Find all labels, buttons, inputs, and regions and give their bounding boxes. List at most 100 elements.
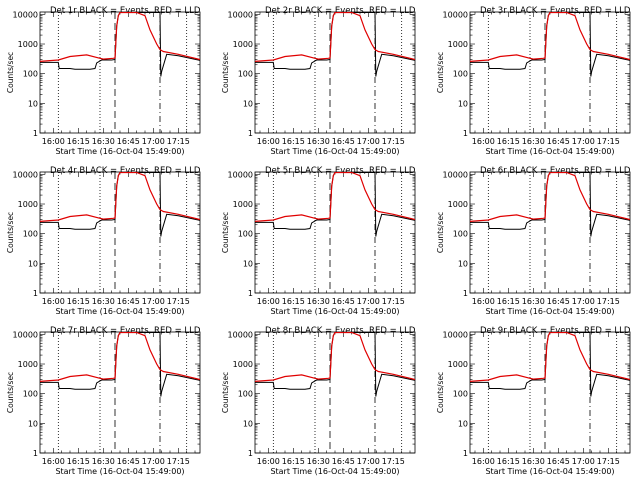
y-tick-label: 100	[453, 70, 468, 79]
y-tick-label: 10	[458, 99, 468, 108]
x-tick-label: 16:30	[307, 137, 330, 146]
x-tick-label: 17:00	[572, 457, 595, 466]
x-tick-label: 16:15	[282, 457, 305, 466]
x-tick-label: 16:00	[257, 457, 280, 466]
y-tick-label: 10	[458, 419, 468, 428]
x-tick-label: 16:45	[117, 457, 140, 466]
y-tick-label: 1000	[233, 40, 253, 49]
events-line	[255, 12, 415, 77]
y-tick-label: 1000	[448, 360, 468, 369]
series-group	[40, 172, 200, 237]
y-tick-label: 10	[28, 419, 38, 428]
events-line	[470, 172, 630, 237]
chart-panel: Det 7r BLACK = Events, RED = LLD 1 10 100 10…	[6, 326, 201, 476]
x-tick-label: 17:00	[142, 137, 165, 146]
panel-title: Det 8r BLACK = Events, RED = LLD	[265, 326, 416, 336]
lld-line	[470, 12, 630, 62]
y-tick-label: 100	[238, 70, 253, 79]
series-group	[470, 12, 630, 77]
y-tick-label: 10000	[443, 170, 468, 179]
series-group	[255, 12, 415, 77]
y-tick-label: 10	[243, 259, 253, 268]
y-tick-label: 10	[28, 99, 38, 108]
panel-title: Det 7r BLACK = Events, RED = LLD	[50, 326, 201, 336]
y-tick-label: 10	[458, 259, 468, 268]
panel-title: Det 5r BLACK = Events, RED = LLD	[265, 166, 416, 176]
x-tick-label: 16:00	[257, 297, 280, 306]
plot-frame	[39, 11, 201, 134]
y-tick-label: 1	[33, 289, 38, 298]
y-tick-label: 1000	[448, 40, 468, 49]
y-tick-label: 1000	[233, 360, 253, 369]
series-group	[255, 332, 415, 397]
panel-title: Det 9r BLACK = Events, RED = LLD	[480, 326, 631, 336]
x-tick-label: 16:00	[472, 297, 495, 306]
y-tick-label: 10000	[443, 10, 468, 19]
y-tick-label: 10000	[228, 10, 253, 19]
x-tick-label: 16:30	[92, 137, 115, 146]
x-tick-label: 16:00	[42, 457, 65, 466]
x-axis-label: Start Time (16-Oct-04 15:49:00)	[270, 307, 399, 316]
plot-frame	[469, 331, 631, 454]
y-tick-label: 10	[243, 99, 253, 108]
chart-panel: Det 4r BLACK = Events, RED = LLD 1 10 100 10…	[6, 166, 201, 316]
lld-line	[470, 332, 630, 382]
chart-panel: Det 1r BLACK = Events, RED = LLD 1 10 100 10…	[6, 6, 201, 156]
x-axis-label: Start Time (16-Oct-04 15:49:00)	[270, 147, 399, 156]
x-tick-label: 16:00	[472, 457, 495, 466]
y-axis-label: Counts/sec	[436, 372, 445, 413]
x-tick-label: 17:15	[382, 137, 405, 146]
panel-title: Det 3r BLACK = Events, RED = LLD	[480, 6, 631, 16]
y-tick-label: 10000	[228, 330, 253, 339]
x-tick-label: 17:00	[572, 137, 595, 146]
y-tick-label: 1	[248, 449, 253, 458]
panel-title: Det 4r BLACK = Events, RED = LLD	[50, 166, 201, 176]
events-line	[255, 332, 415, 397]
plot-frame	[469, 171, 631, 294]
x-tick-label: 16:45	[332, 297, 355, 306]
y-tick-label: 1000	[448, 200, 468, 209]
y-tick-label: 10	[28, 259, 38, 268]
x-tick-label: 16:30	[522, 297, 545, 306]
x-tick-label: 16:15	[67, 297, 90, 306]
x-tick-label: 17:15	[382, 297, 405, 306]
x-tick-label: 16:45	[547, 297, 570, 306]
panel-title: Det 1r BLACK = Events, RED = LLD	[50, 6, 201, 16]
y-axis-label: Counts/sec	[6, 372, 15, 413]
x-tick-label: 17:15	[167, 457, 190, 466]
events-line	[40, 172, 200, 237]
series-group	[470, 172, 630, 237]
x-tick-label: 17:15	[167, 137, 190, 146]
x-tick-label: 17:15	[597, 137, 620, 146]
x-tick-label: 16:30	[522, 137, 545, 146]
x-axis-label: Start Time (16-Oct-04 15:49:00)	[485, 467, 614, 476]
y-tick-label: 1000	[18, 200, 38, 209]
x-tick-label: 17:00	[357, 457, 380, 466]
x-tick-label: 16:30	[307, 297, 330, 306]
lld-line	[40, 12, 200, 62]
x-tick-label: 17:15	[597, 297, 620, 306]
x-tick-label: 16:45	[117, 137, 140, 146]
y-tick-label: 1	[463, 129, 468, 138]
events-line	[255, 172, 415, 237]
y-axis-label: Counts/sec	[221, 372, 230, 413]
panel-title: Det 6r BLACK = Events, RED = LLD	[480, 166, 631, 176]
plot-frame	[254, 171, 416, 294]
x-tick-label: 17:00	[142, 297, 165, 306]
y-tick-label: 1	[248, 129, 253, 138]
x-tick-label: 16:00	[42, 297, 65, 306]
lld-line	[255, 12, 415, 62]
panel-title: Det 2r BLACK = Events, RED = LLD	[265, 6, 416, 16]
y-axis-label: Counts/sec	[6, 212, 15, 253]
y-tick-label: 10000	[228, 170, 253, 179]
plot-frame	[39, 331, 201, 454]
lld-line	[255, 172, 415, 222]
y-tick-label: 10000	[13, 330, 38, 339]
x-tick-label: 17:00	[572, 297, 595, 306]
y-tick-label: 100	[23, 70, 38, 79]
x-axis-label: Start Time (16-Oct-04 15:49:00)	[55, 307, 184, 316]
x-tick-label: 16:15	[497, 457, 520, 466]
series-group	[470, 332, 630, 397]
events-line	[470, 332, 630, 397]
